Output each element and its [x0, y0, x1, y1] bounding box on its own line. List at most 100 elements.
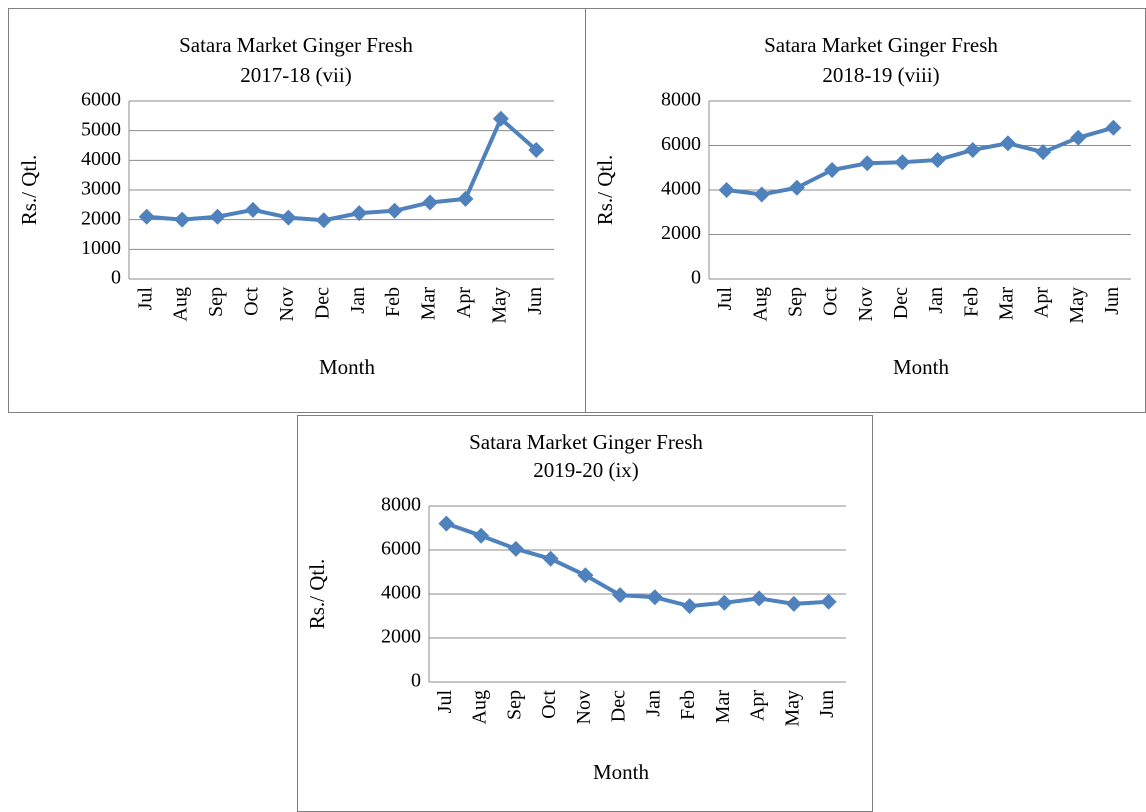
point-marker	[1035, 144, 1052, 161]
point-marker	[209, 208, 226, 225]
x-tick-label: Jun	[524, 287, 546, 315]
point-marker	[820, 593, 837, 610]
y-axis-label: Rs./ Qtl.	[17, 155, 41, 226]
point-marker	[646, 589, 663, 606]
x-tick-label: Dec	[608, 690, 630, 722]
point-marker	[577, 567, 594, 584]
point-marker	[612, 587, 629, 604]
x-tick-label: Feb	[382, 287, 404, 317]
x-tick-label: Jan	[347, 287, 369, 314]
chart-title: Satara Market Ginger Fresh	[179, 33, 413, 57]
y-axis-label: Rs./ Qtl.	[305, 559, 329, 630]
x-tick-label: Jun	[1101, 287, 1123, 315]
point-marker	[716, 594, 733, 611]
y-tick-label: 2000	[81, 207, 121, 229]
y-tick-label: 0	[411, 670, 421, 692]
x-tick-label: Feb	[960, 287, 982, 317]
y-tick-label: 8000	[381, 494, 421, 516]
point-marker	[999, 135, 1016, 152]
point-marker	[785, 595, 802, 612]
point-marker	[964, 141, 981, 158]
chart-panel: Satara Market Ginger Fresh 2017-18 (vii) 0…	[8, 8, 586, 413]
point-marker	[718, 182, 735, 198]
y-tick-label: 6000	[381, 538, 421, 560]
y-tick-label: 6000	[661, 133, 701, 155]
point-marker	[507, 540, 524, 557]
x-tick-label: Jan	[642, 690, 664, 717]
x-tick-label: Dec	[311, 287, 333, 319]
x-tick-label: Dec	[890, 287, 912, 319]
x-axis-label: Month	[593, 760, 650, 784]
x-tick-label: Feb	[677, 690, 699, 720]
x-tick-label: May	[488, 287, 510, 324]
x-tick-label: Aug	[170, 287, 192, 321]
x-tick-label: Apr	[747, 690, 769, 721]
x-tick-label: Nov	[276, 287, 298, 321]
x-tick-label: Mar	[996, 287, 1018, 321]
y-tick-label: 4000	[381, 582, 421, 604]
x-axis-label: Month	[893, 355, 950, 379]
y-tick-label: 5000	[81, 118, 121, 140]
y-tick-label: 0	[691, 267, 701, 289]
chart-title: Satara Market Ginger Fresh	[764, 33, 998, 57]
y-tick-label: 3000	[81, 178, 121, 200]
x-tick-label: Apr	[453, 287, 475, 318]
chart-panel: Satara Market Ginger Fresh 2019-20 (ix) 0 2…	[297, 415, 873, 812]
x-axis-label: Month	[319, 355, 376, 379]
x-tick-label: Sep	[785, 287, 807, 317]
chart: Satara Market Ginger Fresh 2018-19 (viii)…	[593, 33, 1131, 379]
point-marker	[473, 527, 490, 544]
point-marker	[528, 141, 545, 158]
point-marker	[492, 110, 509, 127]
x-tick-label: Oct	[820, 287, 842, 316]
point-marker	[244, 201, 261, 218]
x-tick-label: Mar	[712, 690, 734, 724]
chart-subtitle: 2019-20 (ix)	[533, 458, 639, 482]
point-marker	[929, 151, 946, 168]
point-marker	[1070, 129, 1087, 146]
y-tick-label: 0	[111, 267, 121, 289]
x-tick-label: Oct	[538, 690, 560, 719]
x-tick-label: Jan	[925, 287, 947, 314]
y-tick-label: 4000	[661, 178, 701, 200]
x-tick-label: Jul	[714, 287, 736, 311]
chart-subtitle: 2017-18 (vii)	[240, 63, 351, 87]
x-tick-label: May	[1066, 287, 1088, 324]
chart: Satara Market Ginger Fresh 2019-20 (ix) 0 2…	[305, 430, 846, 784]
y-tick-label: 2000	[381, 626, 421, 648]
point-marker	[753, 186, 770, 203]
point-marker	[859, 155, 876, 172]
point-marker	[138, 208, 155, 225]
point-marker	[351, 205, 368, 222]
point-marker	[681, 598, 698, 615]
x-tick-label: Jul	[134, 287, 156, 311]
x-tick-label: Nov	[573, 690, 595, 724]
chart-panel: Satara Market Ginger Fresh 2018-19 (viii)…	[585, 8, 1146, 413]
point-marker	[315, 212, 332, 229]
line	[726, 125, 1114, 197]
point-marker	[788, 179, 805, 196]
point-marker	[824, 161, 841, 178]
y-tick-label: 8000	[661, 89, 701, 111]
y-tick-label: 2000	[661, 222, 701, 244]
point-marker	[422, 194, 439, 211]
point-marker	[280, 209, 297, 226]
point-marker	[457, 190, 474, 207]
point-marker	[438, 515, 455, 532]
x-tick-label: Jul	[434, 690, 456, 714]
x-tick-label: Nov	[855, 287, 877, 321]
point-marker	[174, 211, 191, 228]
point-marker	[542, 550, 559, 567]
point-marker	[386, 202, 403, 219]
point-marker	[894, 154, 911, 171]
chart-subtitle: 2018-19 (viii)	[822, 63, 939, 87]
x-tick-label: Sep	[503, 690, 525, 720]
x-tick-label: Sep	[205, 287, 227, 317]
x-tick-label: Aug	[749, 287, 771, 321]
y-tick-label: 6000	[81, 89, 121, 111]
y-tick-label: 4000	[81, 148, 121, 170]
y-tick-label: 1000	[81, 237, 121, 259]
x-tick-label: Jun	[816, 690, 838, 718]
x-tick-label: May	[781, 690, 803, 727]
point-marker	[1105, 119, 1122, 136]
